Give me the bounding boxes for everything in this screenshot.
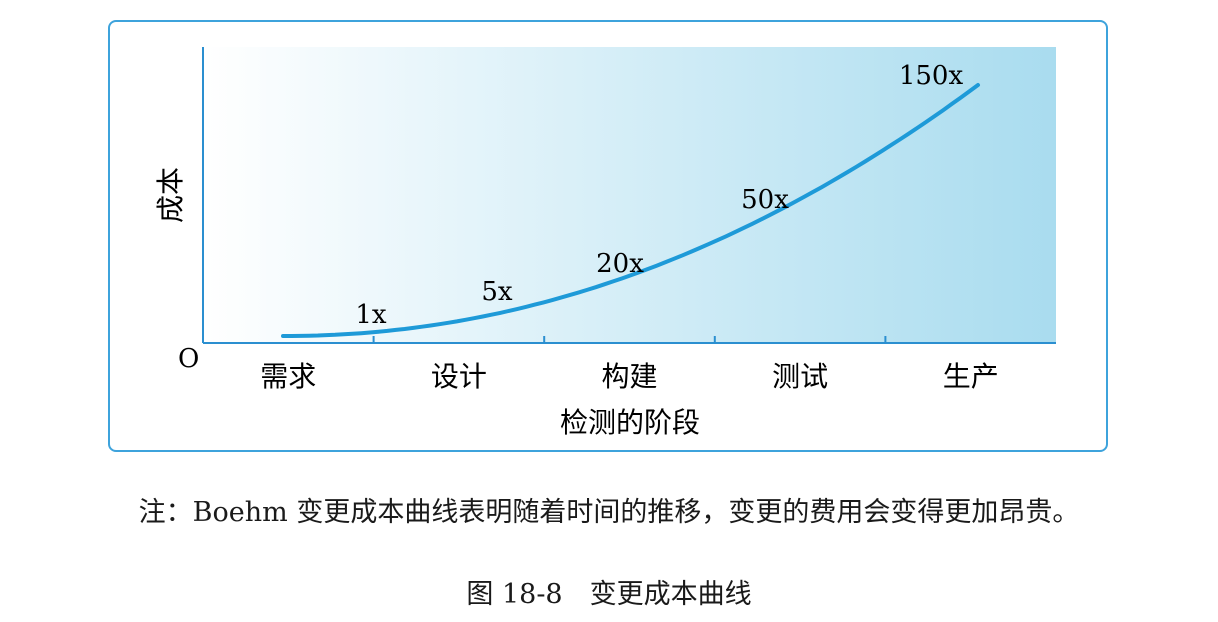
x-tick-label: 需求 xyxy=(260,360,316,393)
data-label: 20x xyxy=(596,249,644,279)
x-axis-tick-labels: 需求 设计 构建 测试 生产 xyxy=(260,360,998,393)
x-tick-label: 构建 xyxy=(601,360,657,393)
figure-caption: 图 18-8 变更成本曲线 xyxy=(466,579,752,610)
y-axis-label: 成本 xyxy=(154,167,187,223)
data-labels: 1x 5x 20x 50x 150x xyxy=(355,61,963,330)
x-axis-label: 检测的阶段 xyxy=(560,406,700,439)
data-label: 1x xyxy=(355,300,387,330)
data-label: 50x xyxy=(741,185,789,215)
x-axis-ticks xyxy=(372,336,887,343)
x-tick-label: 设计 xyxy=(431,360,487,393)
data-label: 5x xyxy=(481,277,513,307)
cost-curve-chart: 需求 设计 构建 测试 生产 1x 5x 20x 50x 150x O 检测的阶段 成本 xyxy=(154,47,1056,439)
plot-area xyxy=(203,47,1056,343)
x-tick-label: 生产 xyxy=(943,360,999,393)
cost-curve-line xyxy=(281,83,980,338)
axes xyxy=(202,47,1056,344)
x-tick-label: 测试 xyxy=(772,360,828,393)
data-label: 150x xyxy=(899,61,964,91)
origin-label: O xyxy=(178,344,199,374)
chart-note: 注：Boehm 变更成本曲线表明随着时间的推移，变更的费用会变得更加昂贵。 xyxy=(138,497,1080,528)
